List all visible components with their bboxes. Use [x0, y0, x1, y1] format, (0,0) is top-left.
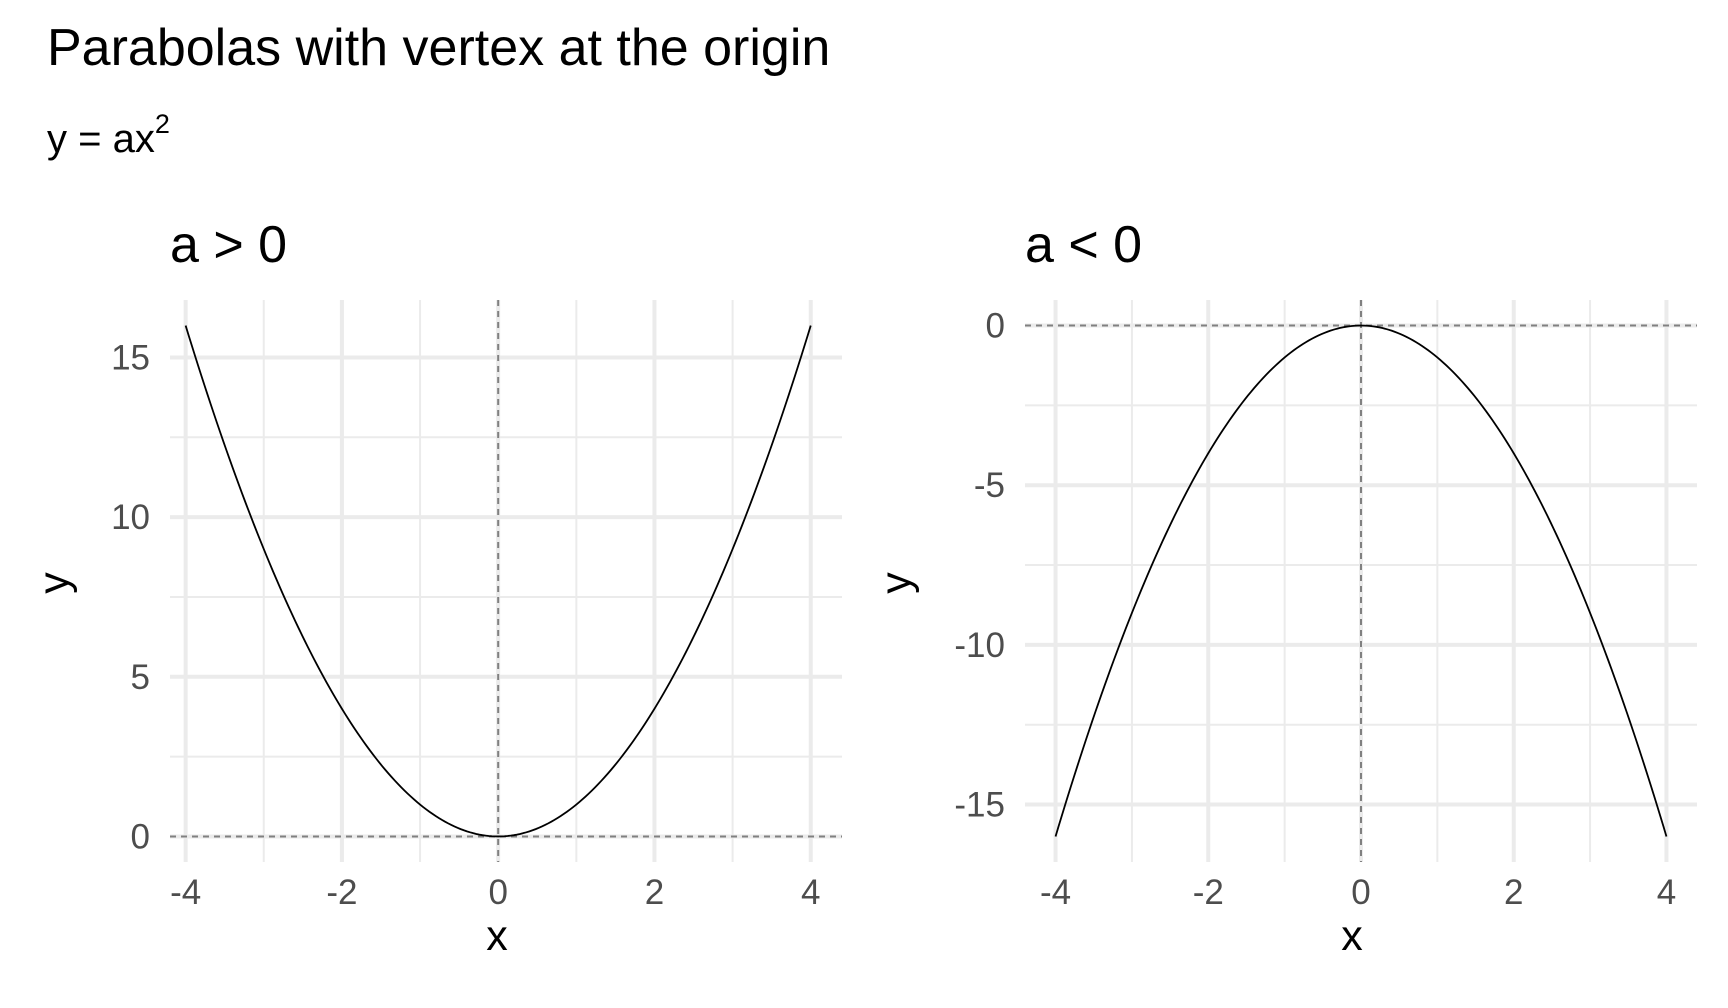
parabola-curve [1054, 324, 1668, 837]
panel-a-positive: -4 -2 0 2 4 0 5 10 15 a > 0 x y [30, 216, 842, 960]
y-tick-label: -10 [954, 626, 1005, 665]
x-tick-label: 2 [645, 873, 664, 912]
x-tick-label: 0 [488, 873, 507, 912]
x-tick-label: 2 [1504, 873, 1523, 912]
x-tick-label: -2 [326, 873, 357, 912]
y-axis-label: y [872, 572, 920, 594]
panel-title: a < 0 [1025, 216, 1142, 274]
figure-subtitle: y = ax2 [47, 109, 170, 161]
x-tick-label: -4 [170, 873, 201, 912]
x-tick-label: 4 [1657, 873, 1676, 912]
y-axis-label: y [30, 572, 78, 594]
x-tick-label: 0 [1351, 873, 1370, 912]
x-tick-label: -2 [1193, 873, 1224, 912]
panel-a-negative: -4 -2 0 2 4 -15 -10 -5 0 a < 0 x y [872, 216, 1697, 960]
y-tick-label: -15 [954, 786, 1005, 825]
figure-title: Parabolas with vertex at the origin [47, 19, 830, 77]
subtitle-base: y = ax [47, 117, 155, 161]
panel-title: a > 0 [170, 216, 287, 274]
subtitle-exponent: 2 [155, 109, 170, 139]
y-tick-label: 15 [111, 338, 150, 377]
y-tick-label: 0 [131, 817, 150, 856]
x-tick-label: -4 [1040, 873, 1071, 912]
x-axis-label: x [486, 912, 508, 960]
y-tick-label: 0 [986, 307, 1005, 346]
x-tick-label: 4 [801, 873, 820, 912]
y-tick-label: 10 [111, 498, 150, 537]
x-axis-label: x [1341, 912, 1363, 960]
y-tick-label: 5 [131, 658, 150, 697]
parabola-curve [184, 325, 812, 838]
y-tick-label: -5 [974, 466, 1005, 505]
